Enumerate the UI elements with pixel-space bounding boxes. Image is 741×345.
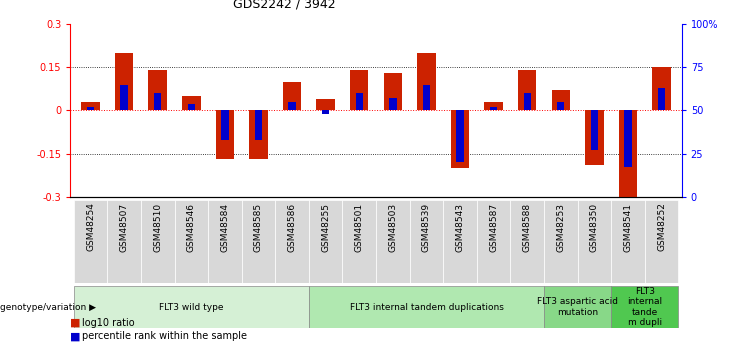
Text: GSM48584: GSM48584 xyxy=(220,203,230,252)
Text: GSM48255: GSM48255 xyxy=(321,203,330,252)
Text: GSM48253: GSM48253 xyxy=(556,203,565,252)
Bar xyxy=(208,200,242,283)
Text: GSM48543: GSM48543 xyxy=(456,203,465,252)
Bar xyxy=(585,110,604,165)
Text: genotype/variation ▶: genotype/variation ▶ xyxy=(0,303,96,312)
Bar xyxy=(115,53,133,110)
Bar xyxy=(443,200,476,283)
Bar xyxy=(342,200,376,283)
Bar xyxy=(611,286,678,328)
Text: GDS2242 / 3942: GDS2242 / 3942 xyxy=(233,0,336,10)
Bar xyxy=(485,102,503,110)
Bar xyxy=(544,200,577,283)
Bar xyxy=(523,93,531,110)
Bar xyxy=(175,200,208,283)
Bar xyxy=(511,200,544,283)
Text: GSM48510: GSM48510 xyxy=(153,203,162,252)
Bar xyxy=(242,200,276,283)
Bar xyxy=(148,70,167,110)
Bar xyxy=(389,98,396,110)
Bar xyxy=(182,96,201,110)
Text: GSM48539: GSM48539 xyxy=(422,203,431,252)
Bar xyxy=(74,200,107,283)
Bar xyxy=(577,200,611,283)
Bar xyxy=(350,70,368,110)
Bar xyxy=(316,99,335,110)
Text: GSM48546: GSM48546 xyxy=(187,203,196,252)
Bar xyxy=(410,200,443,283)
Bar xyxy=(645,200,678,283)
Text: ■: ■ xyxy=(70,332,81,341)
Bar xyxy=(222,110,229,140)
Bar xyxy=(356,93,363,110)
Bar xyxy=(384,73,402,110)
Text: FLT3 wild type: FLT3 wild type xyxy=(159,303,224,312)
Bar xyxy=(518,70,536,110)
Bar xyxy=(544,286,611,328)
Text: GSM48585: GSM48585 xyxy=(254,203,263,252)
Bar xyxy=(74,286,309,328)
Bar xyxy=(154,93,162,110)
Text: GSM48541: GSM48541 xyxy=(623,203,633,252)
Text: GSM48588: GSM48588 xyxy=(522,203,532,252)
Text: FLT3 internal tandem duplications: FLT3 internal tandem duplications xyxy=(350,303,503,312)
Bar xyxy=(652,67,671,110)
Bar xyxy=(551,90,570,110)
Bar xyxy=(121,85,128,110)
Bar xyxy=(216,110,234,159)
Bar xyxy=(141,200,175,283)
Bar xyxy=(107,200,141,283)
Bar xyxy=(87,107,94,110)
Bar xyxy=(309,200,342,283)
Text: FLT3 aspartic acid
mutation: FLT3 aspartic acid mutation xyxy=(537,297,618,317)
Bar xyxy=(456,110,464,162)
Text: log10 ratio: log10 ratio xyxy=(82,318,135,327)
Bar xyxy=(288,102,296,110)
Text: GSM48507: GSM48507 xyxy=(119,203,129,252)
Text: percentile rank within the sample: percentile rank within the sample xyxy=(82,332,247,341)
Text: ■: ■ xyxy=(70,318,81,327)
Bar xyxy=(283,82,302,110)
Text: GSM48254: GSM48254 xyxy=(86,203,95,252)
Bar xyxy=(557,102,565,110)
Bar xyxy=(658,88,665,110)
Bar xyxy=(619,110,637,197)
Bar xyxy=(309,286,544,328)
Text: FLT3
internal
tande
m dupli: FLT3 internal tande m dupli xyxy=(627,287,662,327)
Bar xyxy=(591,110,598,150)
Bar xyxy=(490,107,497,110)
Text: GSM48586: GSM48586 xyxy=(288,203,296,252)
Text: GSM48252: GSM48252 xyxy=(657,203,666,252)
Text: GSM48350: GSM48350 xyxy=(590,203,599,252)
Bar xyxy=(417,53,436,110)
Bar xyxy=(249,110,268,159)
Bar xyxy=(624,110,631,167)
Bar xyxy=(476,200,511,283)
Bar xyxy=(82,102,100,110)
Bar xyxy=(376,200,410,283)
Bar xyxy=(423,85,430,110)
Bar xyxy=(611,200,645,283)
Text: GSM48587: GSM48587 xyxy=(489,203,498,252)
Text: GSM48503: GSM48503 xyxy=(388,203,397,252)
Bar xyxy=(276,200,309,283)
Text: GSM48501: GSM48501 xyxy=(355,203,364,252)
Bar xyxy=(451,110,469,168)
Bar xyxy=(255,110,262,140)
Bar xyxy=(322,110,329,114)
Bar xyxy=(187,104,195,110)
